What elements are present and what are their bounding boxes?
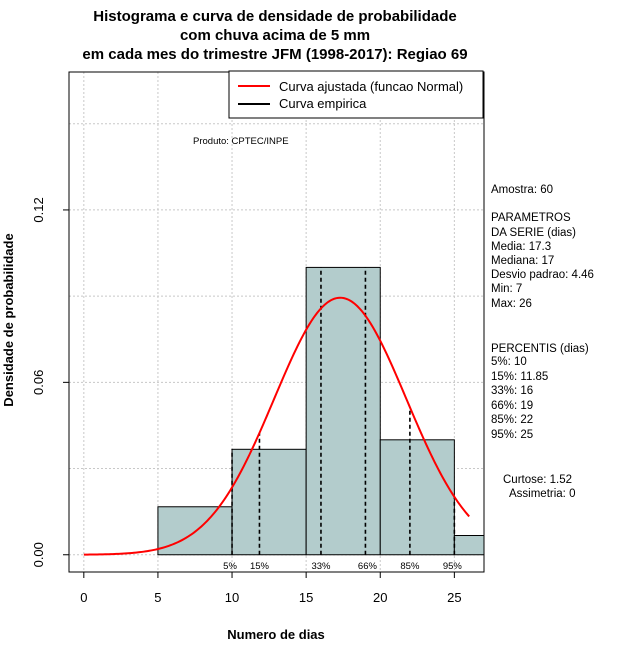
x-axis: 0 5 10 15 20 25 [80,571,462,605]
x-axis-title: Numero de dias [227,627,325,642]
y-tick-label: 0.12 [31,197,46,222]
percentile-label-6: 95% [443,561,463,572]
legend: Curva ajustada (funcao Normal) Curva emp… [228,70,484,119]
y-axis: 0.00 0.06 0.12 [31,197,70,567]
histogram-bar [231,448,307,556]
stat-line-14: 85%: 22 [491,414,533,426]
percentile-label-1: 5% [223,561,237,572]
x-tick-label: 0 [80,590,87,605]
chart-title: Histograma e curva de densidade de proba… [82,8,467,63]
percentile-label-5: 85% [400,561,420,572]
stat-line-13: 66%: 19 [491,400,533,412]
legend-box [228,70,484,119]
normal-curve [83,296,470,556]
statistics-panel: Amostra: 60 PARAMETROS DA SERIE (dias) Me… [491,184,594,500]
stat-line-11: 15%: 11.85 [491,371,548,383]
stat-line-4: Media: 17.3 [491,241,551,253]
stat-line-3: DA SERIE (dias) [491,227,576,239]
y-axis-title: Densidade de probabilidade [1,233,16,406]
histogram-bar [453,535,485,556]
y-tick-label: 0.06 [31,370,46,395]
chart-title-line-1: Histograma e curva de densidade de proba… [93,8,456,25]
stat-line-16: Curtose: 1.52 [503,474,572,486]
x-tick-label: 10 [225,590,239,605]
x-tick-label: 15 [299,590,313,605]
stat-line-12: 33%: 16 [491,385,533,397]
normal-curve-layer [83,296,470,556]
percentile-label-4: 66% [358,561,378,572]
y-tick-label: 0.00 [31,542,46,567]
legend-label-empirical: Curva empirica [279,96,367,111]
x-tick-label: 20 [373,590,387,605]
stat-line-6: Desvio padrao: 4.46 [491,269,594,281]
stat-line-10: 5%: 10 [491,356,527,368]
histogram-bar [305,266,381,556]
x-tick-label: 25 [447,590,461,605]
x-tick-label: 5 [154,590,161,605]
histogram-bar [379,439,455,556]
percentile-label-3: 33% [311,561,331,572]
stat-line-1: Amostra: 60 [491,184,553,196]
stat-line-17: Assimetria: 0 [509,488,575,500]
stat-line-9: PERCENTIS (dias) [491,343,589,355]
stat-line-8: Max: 26 [491,298,532,310]
percentile-lines: 5% 15% 33% 66% 85% 95% [223,267,462,572]
legend-label-normal: Curva ajustada (funcao Normal) [279,79,463,94]
stat-line-7: Min: 7 [491,283,522,295]
stat-line-15: 95%: 25 [491,429,533,441]
stat-line-5: Mediana: 17 [491,255,554,267]
product-note: Produto: CPTEC/INPE [193,136,289,147]
stat-line-2: PARAMETROS [491,212,571,224]
percentile-label-2: 15% [250,561,270,572]
chart-title-line-2: com chuva acima de 5 mm [180,27,370,44]
chart-title-line-3: em cada mes do trimestre JFM (1998-2017)… [82,46,467,63]
